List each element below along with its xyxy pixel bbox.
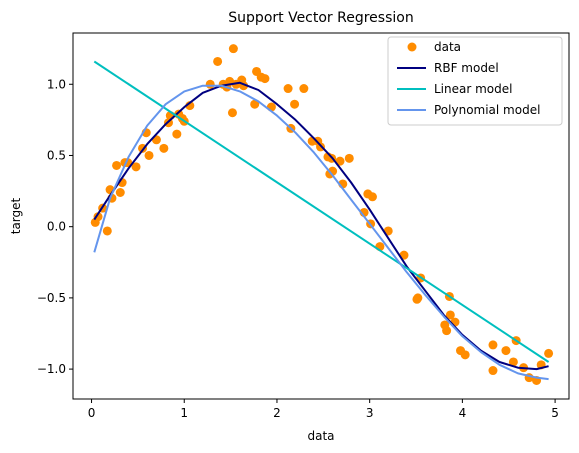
- data-point: [460, 350, 470, 360]
- data-point: [344, 153, 354, 163]
- data-point: [144, 150, 154, 160]
- y-tick-label: 0.0: [47, 220, 66, 234]
- y-tick-label: −1.0: [37, 362, 66, 376]
- y-tick-label: 0.5: [47, 148, 66, 162]
- x-tick-label: 4: [459, 406, 467, 420]
- axis-ticks: 0 1 2 3 4 5 −1.0 −0.5 0.0 0.5 1.0: [37, 77, 559, 420]
- legend-label-rbf-model: RBF model: [434, 61, 499, 75]
- data-point: [442, 326, 452, 336]
- data-point: [228, 44, 238, 54]
- data-point: [205, 79, 215, 89]
- data-point: [250, 99, 260, 109]
- plot-frame: [72, 32, 570, 400]
- y-axis-label: target: [9, 197, 23, 234]
- x-tick-label: 0: [88, 406, 96, 420]
- data-point: [501, 346, 511, 356]
- data-point: [227, 108, 237, 118]
- x-tick-label: 5: [551, 406, 559, 420]
- data-point: [102, 226, 112, 236]
- data-point: [508, 357, 518, 367]
- x-tick-label: 1: [180, 406, 188, 420]
- plot-area: [90, 44, 554, 385]
- data-point: [445, 310, 455, 320]
- data-point: [213, 56, 223, 66]
- data-point: [488, 366, 498, 376]
- linear-model-line: [93, 60, 550, 363]
- chart-title: Support Vector Regression: [228, 10, 413, 26]
- data-point: [260, 74, 270, 84]
- y-tick-label: −0.5: [37, 291, 66, 305]
- legend-label-data: data: [434, 40, 461, 54]
- data-point: [115, 188, 125, 198]
- legend-marker-data: [407, 42, 417, 52]
- legend-box: [387, 36, 563, 126]
- data-point: [290, 99, 300, 109]
- legend-label-polynomial-model: Polynomial model: [434, 103, 540, 117]
- x-axis-label: data: [307, 429, 334, 443]
- data-point: [413, 293, 423, 303]
- data-point: [283, 84, 293, 94]
- data-point: [112, 160, 122, 170]
- legend-label-linear-model: Linear model: [434, 82, 512, 96]
- data-point: [544, 348, 554, 358]
- y-tick-label: 1.0: [47, 77, 66, 91]
- x-tick-label: 3: [366, 406, 374, 420]
- data-point: [159, 143, 169, 153]
- data-point: [367, 192, 377, 202]
- legend: data RBF model Linear model Polynomial mode…: [387, 36, 563, 126]
- data-point: [131, 162, 141, 172]
- rbf-model-line: [93, 81, 549, 371]
- x-tick-label: 2: [273, 406, 281, 420]
- data-point: [299, 84, 309, 94]
- data-point: [172, 129, 182, 139]
- data-point: [488, 340, 498, 350]
- polynomial-model-line: [93, 84, 549, 381]
